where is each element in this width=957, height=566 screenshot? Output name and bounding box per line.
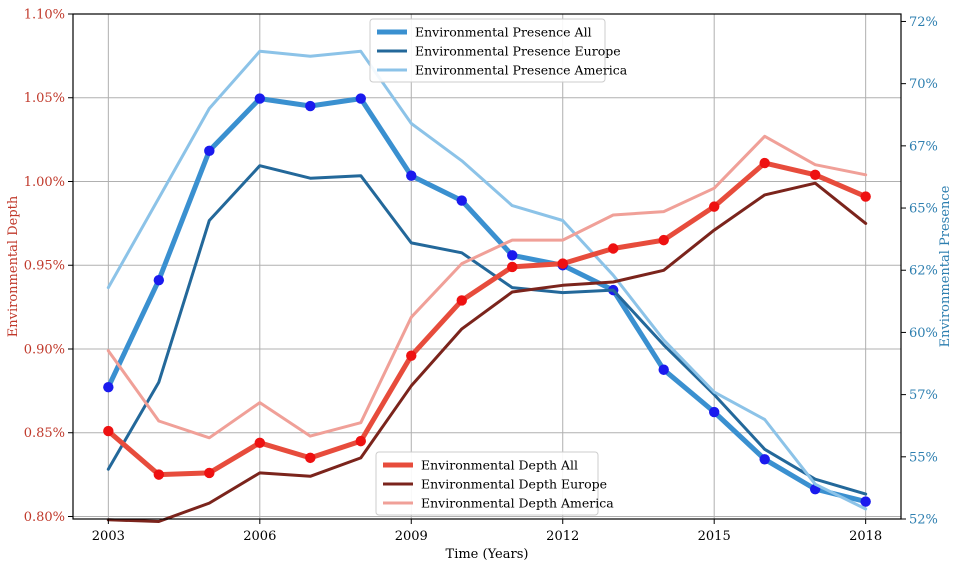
data-point	[507, 261, 518, 273]
data-point	[406, 170, 417, 181]
legend-label: Environmental Presence Europe	[415, 44, 621, 59]
right-tick-label: 52%	[909, 513, 938, 528]
data-point	[254, 437, 266, 448]
right-tick-label: 72%	[909, 15, 938, 30]
plot-frame	[72, 13, 902, 520]
left-axis-title: Environmental Depth	[6, 195, 21, 337]
left-tick-label: 0.90%	[24, 342, 65, 357]
data-point	[305, 100, 316, 112]
right-tick-label: 57%	[909, 388, 938, 403]
right-tick-label: 67%	[909, 139, 938, 154]
right-axis-title: Environmental Presence	[938, 185, 953, 347]
data-point	[658, 234, 669, 246]
series-layer	[103, 49, 871, 523]
left-tick-label: 0.80%	[24, 510, 65, 525]
data-point	[759, 157, 770, 169]
left-tick-label: 1.00%	[24, 175, 65, 190]
legend-label: Environmental Depth Europe	[421, 477, 607, 492]
series-line	[106, 134, 868, 440]
data-point	[708, 201, 720, 212]
data-point	[254, 93, 266, 104]
x-axis-title: Time (Years)	[446, 547, 529, 562]
data-point	[204, 467, 215, 479]
data-point	[305, 452, 316, 464]
legend-label: Environmental Presence All	[415, 25, 592, 40]
data-point	[658, 364, 669, 375]
right-tick-label: 70%	[909, 77, 938, 92]
right-tick-label: 55%	[909, 450, 938, 465]
data-point	[103, 381, 114, 393]
data-point	[860, 191, 871, 202]
data-point	[355, 435, 366, 447]
series-line	[106, 49, 868, 511]
series-line	[106, 181, 868, 523]
legend-label: Environmental Presence America	[415, 63, 628, 78]
data-point	[860, 496, 871, 507]
data-point	[608, 243, 619, 254]
legend-label: Environmental Depth All	[421, 458, 578, 473]
legend-box	[375, 451, 599, 516]
data-point	[355, 93, 366, 104]
legend-label: Environmental Depth America	[421, 496, 614, 511]
left-tick-label: 1.05%	[24, 91, 65, 106]
data-point	[153, 469, 165, 480]
grid	[73, 13, 901, 519]
data-point	[809, 169, 821, 180]
data-point	[557, 258, 568, 269]
legends: Environmental Presence All Environmental …	[369, 18, 628, 516]
x-tick-label: 2012	[546, 529, 579, 544]
data-point	[456, 295, 467, 306]
data-point	[406, 350, 417, 361]
data-point	[153, 274, 165, 286]
x-tick-label: 2009	[395, 529, 428, 544]
data-point	[456, 195, 467, 206]
data-point	[103, 425, 114, 437]
left-tick-label: 0.95%	[24, 259, 65, 274]
x-tick-label: 2006	[243, 529, 276, 544]
data-point	[708, 406, 720, 418]
right-tick-label: 60%	[909, 326, 938, 341]
left-tick-label: 0.85%	[24, 426, 65, 441]
data-point	[759, 454, 770, 465]
left-tick-label: 1.10%	[24, 8, 65, 23]
series-line	[106, 164, 868, 496]
series-line	[105, 96, 869, 505]
legend-box	[369, 18, 606, 83]
x-tick-label: 2015	[698, 529, 731, 544]
axes: 2003 2006 2009 2012 2015 2018 0.80% 0.85% 0.90% 0…	[6, 8, 953, 563]
series-line	[105, 160, 869, 478]
x-tick-label: 2003	[92, 529, 125, 544]
data-point	[204, 145, 215, 157]
x-tick-label: 2018	[849, 529, 882, 544]
right-tick-label: 62%	[909, 264, 938, 279]
data-point	[507, 250, 518, 261]
right-tick-label: 65%	[909, 202, 938, 217]
